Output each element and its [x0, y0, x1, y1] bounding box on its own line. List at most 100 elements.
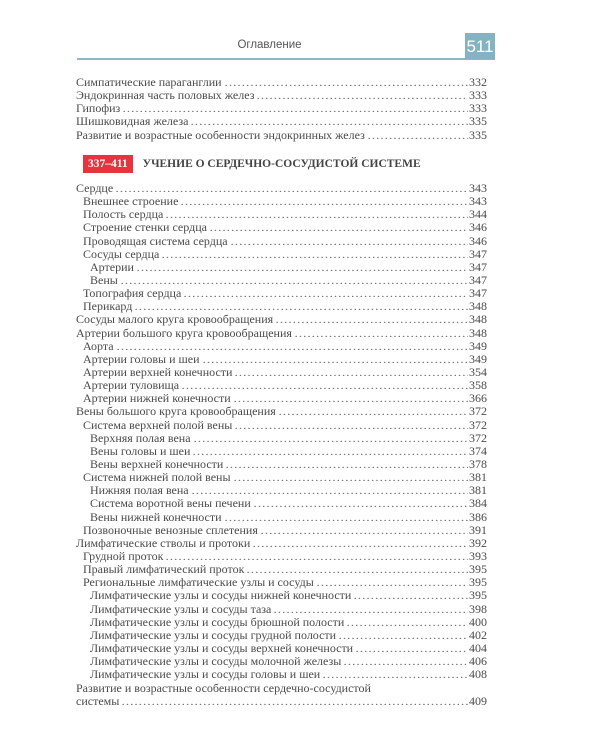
- toc-entry-page: 395: [469, 575, 487, 590]
- dot-leader: [259, 525, 468, 534]
- toc-entry-label: Вены верхней конечности: [90, 456, 224, 471]
- toc-entry-label: Вены большого круга кровообращения: [76, 404, 276, 419]
- toc-entry[interactable]: Лимфатические узлы и сосуды таза 398: [76, 601, 487, 616]
- toc-entry-label: Система верхней полой вены: [83, 417, 233, 432]
- toc-entry-label: Перикард: [83, 299, 133, 314]
- toc-entry[interactable]: Перикард 348: [76, 300, 487, 313]
- toc-entry-page: 332: [469, 75, 487, 89]
- dot-leader: [355, 643, 468, 652]
- toc-entry[interactable]: Лимфатические узлы и сосуды верхней коне…: [76, 641, 487, 655]
- toc-entry-page: 348: [469, 325, 487, 340]
- toc-entry[interactable]: Лимфатические узлы и сосуды молочной жел…: [76, 654, 487, 669]
- toc-entry[interactable]: Артерии нижней конечности 366: [76, 392, 487, 405]
- toc-entry[interactable]: Вены большого круга кровообращения 372: [76, 405, 487, 418]
- toc-entry-label: Вены нижней конечности: [90, 509, 222, 524]
- toc-entry-label: Эндокринная часть половых желез: [76, 88, 255, 103]
- toc-entry[interactable]: Артерии головы и шеи 349: [76, 352, 487, 366]
- toc-entry[interactable]: Артерии туловища 358: [76, 378, 487, 392]
- dot-leader: [181, 381, 468, 390]
- dot-leader: [134, 302, 468, 311]
- running-header-title: Оглавление: [237, 39, 302, 51]
- toc-entry[interactable]: Лимфатические стволы и протоки 392: [76, 535, 487, 550]
- toc-entry[interactable]: Лимфатические узлы и сосуды брюшной поло…: [76, 614, 487, 629]
- dot-leader: [121, 697, 468, 706]
- toc-entry-label-line2: системы: [76, 694, 120, 709]
- toc-entry-page: 343: [469, 194, 487, 209]
- toc-entry-label: Грудной проток: [83, 548, 164, 563]
- toc-entry-label: Гипофиз: [76, 101, 121, 116]
- dot-leader: [165, 210, 468, 219]
- toc-entry[interactable]: Сердце 343: [76, 181, 487, 195]
- toc-entry[interactable]: Сосуды малого круга кровообращения 348: [76, 313, 487, 326]
- page-number-badge: 511: [465, 33, 495, 59]
- toc-entry-page: 400: [469, 614, 487, 629]
- toc-entry[interactable]: Лимфатические узлы и сосуды грудной поло…: [76, 628, 487, 642]
- toc-entry-label: Аорта: [83, 338, 114, 353]
- toc-entry[interactable]: Лимфатические узлы и сосуды головы и шеи…: [76, 668, 487, 681]
- toc-entry-label: Артерии верхней конечности: [83, 364, 233, 379]
- toc-entry-page: 392: [469, 535, 487, 550]
- toc-entry-page: 381: [469, 483, 487, 498]
- toc-entry[interactable]: Шишковидная железа 335: [76, 115, 487, 128]
- dot-leader: [192, 433, 468, 442]
- toc-entry[interactable]: Верхняя полая вена 372: [76, 430, 487, 445]
- dot-leader: [315, 578, 468, 587]
- toc-entry-label: Лимфатические узлы и сосуды таза: [90, 601, 272, 616]
- toc-entry-label: Сосуды сердца: [83, 246, 160, 261]
- toc-entry[interactable]: Внешнее строение 343: [76, 194, 487, 209]
- toc-entry[interactable]: Полость сердца 344: [76, 208, 487, 221]
- toc-entry-page: 344: [469, 207, 487, 222]
- toc-entry[interactable]: Вены нижней конечности 386: [76, 509, 487, 524]
- toc-entry-label: Позвоночные венозные сплетения: [83, 522, 258, 537]
- toc-entry-label: Топография сердца: [83, 286, 182, 301]
- header-rule: [77, 58, 495, 60]
- toc-entry[interactable]: Артерии 347: [76, 260, 487, 274]
- dot-leader: [223, 78, 468, 86]
- toc-entry-page: 372: [469, 404, 487, 419]
- toc-entry[interactable]: Сосуды сердца 347: [76, 246, 487, 261]
- toc-entry[interactable]: Система воротной вены печени 384: [76, 497, 487, 510]
- dot-leader: [338, 630, 468, 639]
- toc-entry[interactable]: Эндокринная часть половых желез 333: [76, 88, 487, 103]
- toc-entry[interactable]: Аорта 349: [76, 338, 487, 353]
- dot-leader: [252, 538, 468, 547]
- toc-entry-page: 372: [469, 417, 487, 432]
- toc-entry[interactable]: Лимфатические узлы и сосуды нижней конеч…: [76, 589, 487, 602]
- toc-entry[interactable]: Региональные лимфатические узлы и сосуды…: [76, 576, 487, 589]
- dot-leader: [277, 407, 468, 416]
- toc-entry[interactable]: Проводящая система сердца 346: [76, 234, 487, 248]
- toc-entry[interactable]: Система верхней полой вены 372: [76, 417, 487, 432]
- toc-entry-label: Лимфатические узлы и сосуды брюшной поло…: [90, 614, 345, 629]
- toc-entry-label: Сосуды малого круга кровообращения: [76, 312, 274, 327]
- toc-entry[interactable]: Грудной проток 393: [76, 548, 487, 563]
- toc-entry-label: Вены головы и шеи: [90, 443, 191, 458]
- toc-entry-label: Внешнее строение: [83, 194, 179, 209]
- toc-entry[interactable]: Артерии верхней конечности 354: [76, 364, 487, 379]
- dot-leader: [293, 328, 468, 337]
- toc-entry[interactable]: Артерии большого круга кровообращения 348: [76, 325, 487, 340]
- dot-leader: [229, 236, 468, 245]
- toc-entry[interactable]: Строение стенки сердца 346: [76, 221, 487, 234]
- section-heading: 337–411 УЧЕНИЕ О СЕРДЕЧНО-СОСУДИСТОЙ СИС…: [83, 155, 421, 173]
- toc-entry[interactable]: Вены головы и шеи 374: [76, 443, 487, 458]
- toc-entry-page: 381: [469, 470, 487, 485]
- toc-last-entry[interactable]: Развитие и возрастные особенности сердеч…: [76, 681, 487, 709]
- toc-entry[interactable]: Симпатические параганглии 332: [76, 75, 487, 89]
- toc-entry-page: 398: [469, 601, 487, 616]
- toc-entry-page: 406: [469, 654, 487, 669]
- toc-entry-page: 347: [469, 286, 487, 301]
- toc-entry[interactable]: Топография сердца 347: [76, 286, 487, 301]
- toc-entry[interactable]: Нижняя полая вена 381: [76, 484, 487, 497]
- toc-entry-page: 372: [469, 430, 487, 445]
- toc-entry[interactable]: Позвоночные венозные сплетения 391: [76, 522, 487, 537]
- toc-entry[interactable]: Вены верхней конечности 378: [76, 456, 487, 471]
- toc-entry[interactable]: Вены 347: [76, 273, 487, 287]
- dot-leader: [122, 104, 468, 113]
- toc-entry[interactable]: Развитие и возрастные особенности эндокр…: [76, 128, 487, 142]
- toc-entry[interactable]: Система нижней полой вены 381: [76, 470, 487, 485]
- toc-entry-page: 384: [469, 496, 487, 511]
- toc-entry[interactable]: Правый лимфатический проток 395: [76, 562, 487, 576]
- toc-entry-label: Артерии большого круга кровообращения: [76, 325, 292, 340]
- section-title: УЧЕНИЕ О СЕРДЕЧНО-СОСУДИСТОЙ СИСТЕМЕ: [142, 158, 421, 170]
- toc-entry[interactable]: Гипофиз 333: [76, 102, 487, 115]
